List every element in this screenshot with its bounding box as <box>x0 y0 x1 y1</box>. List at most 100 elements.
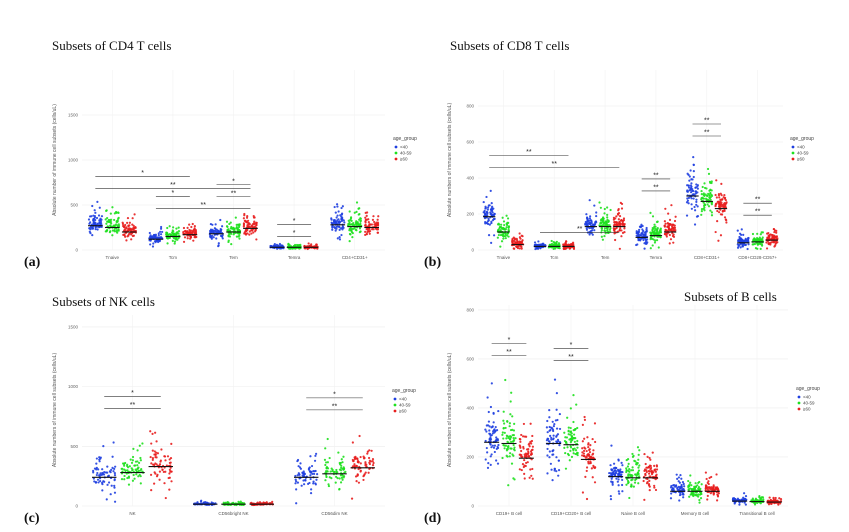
data-point <box>512 440 515 443</box>
data-point <box>531 434 534 438</box>
data-point <box>351 236 354 239</box>
data-point <box>649 247 652 250</box>
panel-title: Subsets of NK cells <box>52 294 155 309</box>
data-point <box>529 422 532 425</box>
data-point <box>620 461 623 464</box>
data-point <box>497 409 500 413</box>
data-point <box>335 475 338 478</box>
data-point <box>168 458 171 461</box>
data-point <box>484 458 487 461</box>
data-point <box>327 484 331 488</box>
x-tick-label: Temra <box>288 255 301 260</box>
data-point <box>570 242 574 246</box>
data-point <box>244 230 247 233</box>
data-point <box>509 452 512 455</box>
data-point <box>99 473 102 477</box>
data-point <box>151 458 154 461</box>
data-point <box>584 475 587 479</box>
data-point <box>117 217 120 220</box>
data-point <box>163 455 167 458</box>
data-point <box>352 460 355 463</box>
data-point <box>355 480 358 483</box>
data-point <box>157 232 160 235</box>
data-point <box>700 483 703 486</box>
panel-nk-cells: Subsets of NK cells (c) Absolute numbers… <box>24 294 416 526</box>
data-point <box>504 378 507 382</box>
data-point <box>354 457 358 460</box>
data-point <box>513 422 516 425</box>
data-point <box>269 244 272 248</box>
data-point <box>723 209 726 213</box>
data-point <box>709 209 712 212</box>
data-point <box>606 223 609 227</box>
data-point <box>131 217 134 220</box>
data-point <box>137 469 141 472</box>
significance-label: * <box>232 178 235 185</box>
data-point <box>625 458 628 462</box>
data-point <box>641 224 644 228</box>
data-point <box>668 242 671 245</box>
significance-label: * <box>333 391 336 398</box>
data-point <box>589 215 592 218</box>
data-point <box>620 219 623 222</box>
data-point <box>711 487 714 490</box>
data-point <box>106 216 109 220</box>
y-axis-label: Absolute numbers of immune cell subsets … <box>447 353 453 468</box>
data-point <box>707 192 710 195</box>
data-point <box>120 477 124 481</box>
data-point <box>489 405 493 409</box>
data-point <box>165 236 169 240</box>
data-point <box>111 234 114 237</box>
x-tick-label: CD56dim NK <box>321 511 347 516</box>
data-point <box>489 455 492 458</box>
data-point <box>340 212 344 215</box>
data-point <box>688 179 691 182</box>
y-tick-label: 400 <box>466 176 474 181</box>
data-point <box>151 463 155 466</box>
data-point <box>153 482 156 485</box>
data-point <box>527 455 530 458</box>
data-point <box>194 231 198 234</box>
data-point <box>489 189 492 192</box>
data-point <box>148 239 151 242</box>
data-point <box>626 465 630 468</box>
data-point <box>709 492 712 495</box>
data-point <box>168 468 171 471</box>
data-point <box>533 241 537 244</box>
data-point <box>589 444 592 447</box>
data-point <box>342 468 345 471</box>
x-tick-label: CD56bright NK <box>218 511 248 516</box>
data-point <box>621 464 624 467</box>
data-point <box>639 239 642 242</box>
data-point <box>588 450 592 454</box>
data-point <box>620 202 624 206</box>
data-point <box>516 246 520 250</box>
data-point <box>581 451 584 454</box>
data-point <box>759 243 762 246</box>
data-point <box>530 442 533 445</box>
data-point <box>97 468 100 471</box>
data-point <box>212 236 215 239</box>
data-point <box>663 220 666 223</box>
data-point <box>590 220 593 224</box>
data-point <box>502 437 505 440</box>
data-point <box>768 496 771 499</box>
data-point <box>585 449 588 453</box>
data-point <box>504 234 507 238</box>
data-point <box>581 440 584 443</box>
data-point <box>374 225 378 228</box>
data-point <box>593 481 597 484</box>
data-point <box>367 229 370 232</box>
data-point <box>701 185 704 189</box>
data-point <box>585 217 589 220</box>
data-point <box>487 462 490 465</box>
data-point <box>315 452 318 455</box>
data-point <box>705 187 708 190</box>
data-point <box>696 184 699 187</box>
data-point <box>100 218 103 221</box>
data-point <box>629 474 632 477</box>
data-point <box>744 503 747 506</box>
data-point <box>682 482 685 486</box>
data-point <box>655 220 659 224</box>
significance-label: ** <box>704 118 710 125</box>
